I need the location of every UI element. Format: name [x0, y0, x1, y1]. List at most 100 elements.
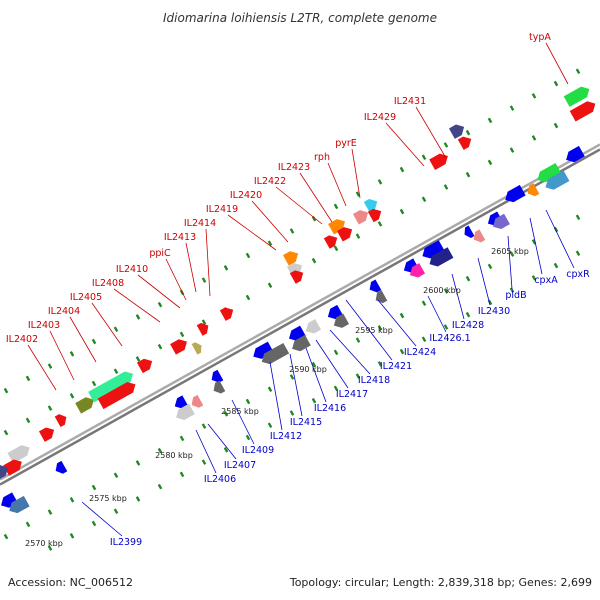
track-dot	[465, 275, 471, 282]
track-dot	[267, 282, 273, 289]
forward-gene-label: IL2419	[206, 204, 238, 215]
track-dot	[245, 252, 251, 259]
track-dot	[443, 142, 449, 148]
label-leader	[205, 228, 211, 297]
track-dot	[575, 214, 581, 221]
label-leader	[351, 148, 361, 199]
map-title: Idiomarina loihiensis L2TR, complete gen…	[163, 11, 437, 25]
track-dot	[135, 314, 141, 320]
track-dot	[69, 393, 75, 399]
track-dot	[25, 375, 31, 382]
label-leader	[427, 295, 447, 333]
label-leader	[269, 361, 283, 431]
kbp-tick-label: 2575 kbp	[89, 494, 127, 503]
gene-feature	[505, 184, 526, 203]
gene-labels: IL2402 IL2403 IL2404 IL2405 IL2408 IL2410ppiC…	[6, 32, 590, 548]
label-leader	[385, 122, 425, 167]
forward-gene-label: typA	[529, 32, 551, 43]
reverse-gene-label: IL2426.1	[429, 333, 470, 344]
forward-gene-label: IL2420	[230, 190, 262, 201]
track-dot	[399, 348, 405, 355]
label-leader	[289, 353, 303, 417]
backbone-line	[0, 143, 600, 481]
gene-feature	[473, 229, 486, 243]
track-dot	[113, 326, 119, 333]
reverse-gene-label: IL2416	[314, 403, 346, 414]
track-dot	[487, 263, 493, 270]
track-dot	[333, 203, 339, 210]
gene-feature	[429, 153, 448, 170]
label-leader	[345, 299, 393, 361]
kbp-tick-label: 2580 kbp	[155, 451, 193, 460]
track-dot	[135, 356, 141, 362]
forward-gene-label: IL2422	[254, 176, 286, 187]
gene-feature	[409, 263, 426, 278]
accession-text: Accession: NC_006512	[8, 576, 133, 589]
reverse-gene-label: IL2407	[224, 460, 256, 471]
track-dot	[223, 447, 229, 453]
reverse-gene-label: cpxA	[534, 275, 558, 286]
forward-gene-label: IL2413	[164, 232, 196, 243]
track-dot	[3, 429, 9, 436]
label-leader	[315, 339, 349, 389]
track-dot	[245, 294, 251, 301]
forward-gene-label: IL2410	[116, 264, 148, 275]
kbp-tick-label: 2585 kbp	[221, 407, 259, 416]
track-dot	[25, 417, 31, 424]
track-dot	[47, 363, 53, 369]
track-dot	[421, 154, 427, 161]
gene-feature	[464, 225, 475, 238]
label-leader	[327, 162, 347, 207]
gene-feature	[196, 322, 209, 336]
reverse-gene-label: IL2430	[478, 306, 510, 317]
track-dot	[157, 343, 163, 350]
label-leader	[81, 501, 123, 537]
label-leader	[113, 288, 161, 323]
genome-backbone	[0, 143, 600, 486]
gene-feature	[176, 403, 195, 420]
track-dot	[3, 533, 9, 540]
gene-feature	[457, 136, 472, 150]
forward-gene-label: IL2408	[92, 278, 124, 289]
gene-features	[0, 86, 596, 514]
track-dot	[91, 484, 97, 491]
track-dot	[311, 361, 317, 368]
forward-gene-label: IL2414	[184, 218, 216, 229]
kbp-tick-label: 2590 kbp	[289, 365, 327, 374]
track-dot	[179, 435, 185, 442]
track-dot	[267, 422, 273, 429]
forward-gene-label: IL2423	[278, 162, 310, 173]
track-dot	[201, 459, 207, 465]
track-dot	[531, 135, 537, 141]
reverse-gene-label: IL2424	[404, 347, 436, 358]
track-dot	[421, 196, 427, 203]
gene-feature	[566, 145, 585, 163]
track-dot	[465, 311, 471, 318]
forward-gene-label: IL2404	[48, 306, 80, 317]
gene-feature	[493, 213, 510, 230]
gene-feature	[174, 395, 189, 409]
track-dot	[311, 397, 317, 404]
track-dot	[289, 374, 295, 380]
track-dot	[47, 405, 53, 411]
gene-feature	[136, 358, 153, 374]
label-leader	[69, 316, 97, 363]
label-leader	[165, 258, 187, 301]
track-dot	[421, 300, 427, 307]
gene-feature	[292, 334, 311, 352]
gene-feature	[38, 427, 55, 442]
track-dot	[267, 386, 273, 393]
gene-feature	[9, 495, 30, 514]
gene-feature	[305, 319, 322, 334]
track-dot	[69, 497, 75, 503]
track-dot	[91, 520, 97, 527]
track-dot	[355, 191, 361, 197]
gene-feature	[0, 465, 9, 480]
gene-feature	[289, 270, 304, 284]
gene-feature	[448, 124, 465, 139]
track-dot	[355, 337, 361, 343]
track-dot	[179, 331, 185, 338]
track-dot	[311, 215, 317, 222]
track-dot	[465, 171, 471, 178]
track-dot	[333, 349, 339, 356]
